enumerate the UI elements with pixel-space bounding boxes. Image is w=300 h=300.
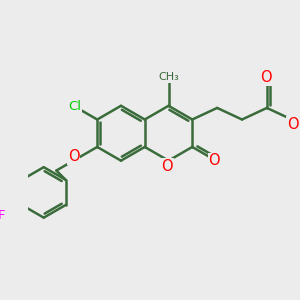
- Text: O: O: [161, 158, 173, 173]
- Text: F: F: [0, 209, 5, 222]
- Text: O: O: [208, 153, 220, 168]
- Text: CH₃: CH₃: [158, 72, 179, 82]
- Text: O: O: [68, 149, 80, 164]
- Text: Cl: Cl: [68, 100, 81, 113]
- Text: O: O: [260, 70, 272, 85]
- Text: O: O: [287, 117, 298, 132]
